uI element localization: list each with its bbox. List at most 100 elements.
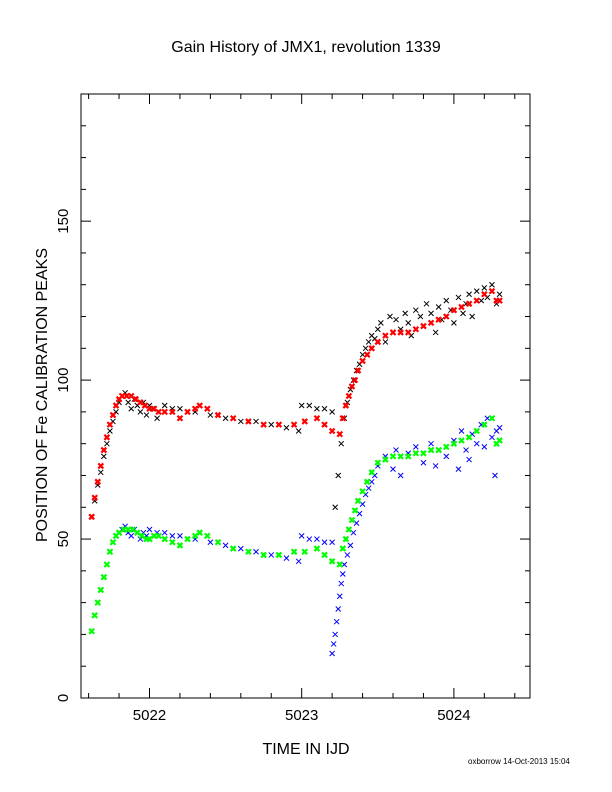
data-point xyxy=(245,418,252,425)
data-point xyxy=(345,392,353,400)
data-point xyxy=(496,291,503,298)
data-point xyxy=(103,561,111,568)
data-point xyxy=(374,326,381,333)
data-point xyxy=(207,539,214,546)
data-point xyxy=(348,516,356,524)
data-point xyxy=(204,532,211,540)
data-point xyxy=(100,573,108,581)
data-point xyxy=(338,440,345,447)
data-point xyxy=(336,561,344,568)
data-point xyxy=(128,405,135,412)
data-point xyxy=(330,641,337,647)
x-tick-label: 5024 xyxy=(437,707,470,724)
data-point xyxy=(253,418,259,425)
data-point xyxy=(177,405,183,412)
data-point xyxy=(458,303,465,311)
data-point xyxy=(306,402,313,409)
y-tick-label: 100 xyxy=(55,368,72,393)
data-point xyxy=(332,504,339,511)
y-axis-label: POSITION OF Fe CALIBRATION PEAKS xyxy=(34,248,51,542)
data-point xyxy=(488,414,496,422)
data-point xyxy=(109,538,117,546)
y-tick-label: 0 xyxy=(55,694,72,702)
data-point xyxy=(295,428,302,434)
data-point xyxy=(336,593,343,600)
data-point xyxy=(402,310,409,317)
data-point xyxy=(443,443,450,451)
footer-credit: oxborrow 14-Oct-2013 15:04 xyxy=(468,757,570,766)
data-point xyxy=(423,300,430,307)
data-point xyxy=(321,405,328,412)
data-point xyxy=(128,533,135,539)
data-point xyxy=(496,297,503,304)
data-point xyxy=(404,329,412,336)
data-point xyxy=(207,412,214,418)
data-point xyxy=(106,421,114,428)
data-point xyxy=(374,459,382,467)
data-point xyxy=(112,402,120,409)
data-point xyxy=(387,313,393,320)
data-point xyxy=(342,402,350,409)
data-point xyxy=(397,453,404,460)
data-point xyxy=(214,411,222,419)
data-point xyxy=(348,383,356,390)
data-point xyxy=(362,345,369,352)
data-point xyxy=(412,449,420,457)
data-point xyxy=(298,402,305,409)
data-point xyxy=(328,558,336,565)
data-point xyxy=(382,456,389,463)
data-point xyxy=(455,294,462,301)
data-point xyxy=(389,453,397,460)
data-point xyxy=(184,408,191,416)
data-point xyxy=(359,357,366,365)
data-point xyxy=(94,599,102,606)
data-point xyxy=(143,412,150,418)
data-point xyxy=(301,418,309,425)
data-point xyxy=(405,320,412,326)
data-point xyxy=(222,415,229,422)
data-point xyxy=(329,409,335,415)
chart-title: Gain History of JMX1, revolution 1339 xyxy=(171,39,441,56)
data-point xyxy=(481,421,488,428)
data-point xyxy=(339,545,347,552)
data-point xyxy=(417,313,424,320)
data-point xyxy=(473,297,481,304)
data-point xyxy=(390,466,396,472)
data-point xyxy=(435,304,442,310)
data-point xyxy=(489,281,495,288)
data-point xyxy=(283,424,290,431)
data-point xyxy=(473,288,480,294)
data-point xyxy=(345,526,353,533)
data-point xyxy=(222,542,229,549)
data-point xyxy=(290,421,298,428)
data-point xyxy=(260,551,267,559)
data-point xyxy=(155,408,162,416)
x-axis-label: TIME IN IJD xyxy=(262,741,349,758)
data-point xyxy=(435,316,442,323)
data-point xyxy=(321,421,328,428)
data-point xyxy=(443,453,450,460)
data-point xyxy=(427,319,435,327)
data-point xyxy=(260,421,267,428)
data-point xyxy=(412,307,419,314)
data-point xyxy=(466,291,472,298)
data-point xyxy=(368,345,375,352)
data-point xyxy=(365,339,372,345)
data-point xyxy=(397,472,404,479)
data-point xyxy=(125,399,132,406)
data-point xyxy=(97,586,105,594)
data-point xyxy=(88,627,95,635)
data-point xyxy=(313,545,321,552)
data-point xyxy=(196,529,203,536)
data-point xyxy=(154,415,160,422)
data-point xyxy=(107,428,113,434)
data-point xyxy=(275,551,283,559)
data-point xyxy=(104,440,110,447)
data-point xyxy=(496,437,503,444)
data-point xyxy=(336,430,344,438)
data-point xyxy=(363,351,371,358)
data-point xyxy=(321,539,328,546)
data-point xyxy=(432,329,439,336)
data-point xyxy=(466,456,472,463)
